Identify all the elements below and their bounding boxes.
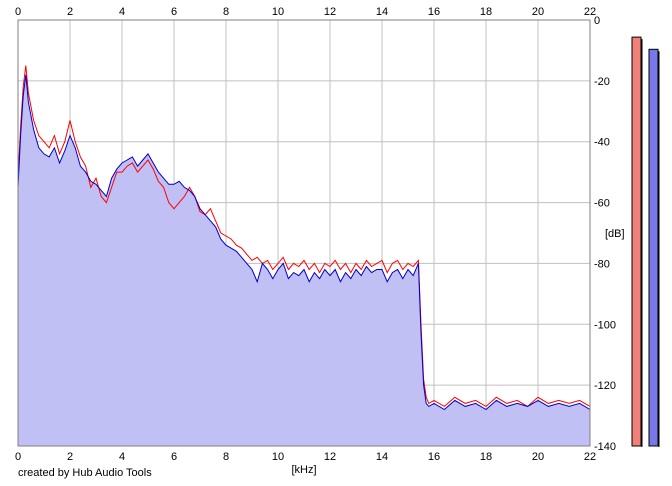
x-tick-label-bottom: 10 bbox=[272, 451, 284, 463]
x-tick-label-top: 10 bbox=[272, 6, 284, 18]
x-tick-label-bottom: 2 bbox=[67, 451, 73, 463]
x-tick-label-bottom: 20 bbox=[532, 451, 544, 463]
x-tick-label-top: 0 bbox=[15, 6, 21, 18]
x-tick-label-bottom: 6 bbox=[171, 451, 177, 463]
series-fill-layer bbox=[18, 74, 590, 447]
level-meter-1 bbox=[631, 36, 642, 447]
level-meters bbox=[631, 36, 660, 447]
x-tick-label-bottom: 18 bbox=[480, 451, 492, 463]
x-tick-label-top: 20 bbox=[532, 6, 544, 18]
x-tick-label-bottom: 8 bbox=[223, 451, 229, 463]
y-tick-label: -80 bbox=[594, 258, 610, 270]
x-tick-label-top: 18 bbox=[480, 6, 492, 18]
x-tick-label-bottom: 12 bbox=[324, 451, 336, 463]
x-tick-label-bottom: 14 bbox=[376, 451, 388, 463]
y-tick-label: -120 bbox=[594, 380, 616, 392]
x-tick-label-top: 12 bbox=[324, 6, 336, 18]
y-tick-label: -20 bbox=[594, 76, 610, 88]
x-tick-label-bottom: 16 bbox=[428, 451, 440, 463]
y-tick-label: -100 bbox=[594, 319, 616, 331]
x-tick-label-top: 2 bbox=[67, 6, 73, 18]
x-axis-label: [kHz] bbox=[291, 464, 316, 476]
x-tick-label-top: 8 bbox=[223, 6, 229, 18]
series-line-2 bbox=[17, 74, 591, 411]
x-tick-label-top: 14 bbox=[376, 6, 388, 18]
plot-frame bbox=[17, 19, 591, 447]
x-tick-label-top: 6 bbox=[171, 6, 177, 18]
y-tick-label: -40 bbox=[594, 137, 610, 149]
credit-text: created by Hub Audio Tools bbox=[18, 467, 152, 479]
x-tick-label-bottom: 22 bbox=[584, 451, 596, 463]
x-tick-label-bottom: 4 bbox=[119, 451, 125, 463]
y-axis-ticks: 0 -20 -40 -60 -80 -100 -120 -140 bbox=[594, 15, 616, 453]
x-tick-label-bottom: 0 bbox=[15, 451, 21, 463]
x-tick-label-top: 22 bbox=[584, 6, 596, 18]
y-tick-label: -140 bbox=[594, 441, 616, 453]
x-tick-label-top: 4 bbox=[119, 6, 125, 18]
level-meter-2 bbox=[648, 48, 659, 447]
series-lines-layer bbox=[17, 65, 591, 411]
y-axis-label: [dB] bbox=[605, 228, 625, 240]
series-area-fill bbox=[18, 74, 590, 447]
y-tick-label: -60 bbox=[594, 198, 610, 210]
y-tick-label: 0 bbox=[594, 15, 600, 27]
x-tick-label-top: 16 bbox=[428, 6, 440, 18]
